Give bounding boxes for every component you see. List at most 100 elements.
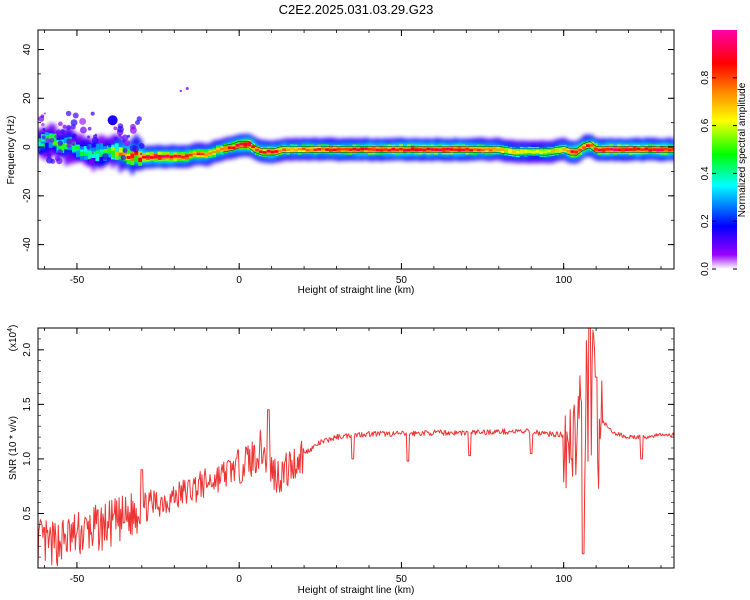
- heatmap-speckle: [56, 149, 63, 156]
- heatmap-cell: [282, 148, 287, 152]
- heatmap-cell: [582, 146, 586, 149]
- heatmap-cell: [270, 150, 275, 154]
- heatmap-cell: [496, 148, 501, 152]
- heatmap-cell: [266, 149, 271, 153]
- heatmap-speckle: [43, 112, 46, 115]
- heatmap-cell: [512, 150, 516, 153]
- heatmap-cell: [165, 154, 170, 158]
- heatmap-cell: [624, 148, 629, 151]
- heatmap-cell: [227, 146, 232, 150]
- heatmap-blob: [107, 115, 118, 126]
- heatmap-cell: [83, 152, 88, 156]
- heatmap-speckle: [42, 127, 46, 131]
- heatmap-cell: [519, 150, 524, 153]
- snr-y-label: SNR (10 * v/v): [8, 416, 19, 480]
- colorbar-tick-label: 0.2: [700, 214, 711, 228]
- heatmap-cell: [644, 147, 649, 151]
- heatmap-cell: [192, 152, 197, 156]
- heatmap-cell: [340, 147, 345, 151]
- snr-y-multiplier: (x104): [7, 325, 19, 352]
- y-tick-label: 0.5: [22, 506, 33, 520]
- heatmap-cell: [169, 155, 174, 159]
- heatmap-speckle: [86, 145, 91, 150]
- heatmap-cell: [110, 146, 115, 151]
- heatmap-cell: [593, 147, 598, 151]
- heatmap-cell: [309, 148, 314, 152]
- heatmap-speckle: [66, 125, 72, 130]
- heatmap-cell: [566, 150, 571, 153]
- colorbar: 0.0 0.2 0.4 0.6 0.8 Normalized spectral ampl…: [700, 30, 748, 276]
- spectrogram-frame: [37, 29, 675, 270]
- heatmap-cell: [40, 143, 45, 147]
- heatmap-cell: [208, 152, 213, 155]
- heatmap-speckle: [122, 148, 128, 153]
- heatmap-cell: [609, 147, 614, 151]
- heatmap-cell: [648, 148, 653, 152]
- heatmap-cell: [422, 148, 427, 152]
- heatmap-speckle: [138, 142, 145, 149]
- heatmap-cell: [329, 148, 333, 152]
- heatmap-cell: [107, 149, 111, 153]
- heatmap-cell: [262, 151, 267, 154]
- heatmap-cell: [188, 153, 193, 157]
- heatmap-cell: [87, 152, 92, 160]
- spectrogram-y-label: Frequency (Hz): [6, 116, 17, 185]
- heatmap-cell: [356, 148, 361, 152]
- heatmap-cell: [543, 150, 548, 154]
- heatmap-cell: [38, 138, 41, 142]
- heatmap-cell: [465, 147, 470, 151]
- heatmap-cell: [126, 156, 131, 159]
- heatmap-speckle: [88, 158, 95, 165]
- heatmap-cell: [578, 148, 583, 152]
- heatmap-cell: [286, 148, 291, 151]
- heatmap-cell: [247, 142, 252, 146]
- heatmap-speckle: [114, 137, 117, 140]
- heatmap-cell: [469, 148, 474, 152]
- heatmap-cell: [52, 141, 57, 145]
- heatmap-cell: [114, 143, 119, 156]
- heatmap-cell: [138, 157, 143, 163]
- heatmap-cell: [305, 148, 310, 152]
- heatmap-cell: [605, 148, 610, 151]
- heatmap-cell: [589, 144, 594, 147]
- heatmap-cell: [621, 148, 625, 151]
- heatmap-cell: [500, 148, 505, 151]
- figure-title: C2E2.2025.031.03.29.G23: [279, 2, 434, 17]
- heatmap-cell: [667, 148, 672, 152]
- heatmap-cell: [142, 155, 146, 159]
- heatmap-speckle: [90, 111, 95, 116]
- heatmap-cell: [457, 148, 462, 152]
- snr-ticks: -50 0 50 100 0.5 1.0 1.5 2.0: [22, 328, 674, 585]
- heatmap-speckle: [54, 135, 58, 139]
- heatmap-cell: [64, 142, 69, 147]
- heatmap-cell: [613, 148, 618, 152]
- heatmap-cell: [410, 148, 415, 151]
- heatmap-cell: [223, 146, 228, 150]
- y-tick-label: 40: [22, 44, 33, 56]
- heatmap-cell: [200, 152, 205, 156]
- heatmap-speckle: [62, 124, 67, 129]
- heatmap-speckle: [101, 153, 109, 160]
- heatmap-cell: [387, 148, 392, 152]
- heatmap-cell: [251, 145, 255, 148]
- heatmap-cell: [99, 149, 104, 156]
- heatmap-cell: [239, 142, 244, 146]
- x-tick-label: 50: [396, 574, 408, 585]
- heatmap-cell: [181, 155, 185, 159]
- heatmap-speckle: [129, 144, 137, 152]
- heatmap-cell: [597, 148, 602, 152]
- heatmap-cell: [660, 148, 664, 152]
- heatmap-cell: [663, 147, 668, 151]
- heatmap-speckle: [87, 126, 92, 131]
- snr-panel: -50 0 50 100 0.5 1.0 1.5 2.0 Height of straight…: [7, 325, 675, 596]
- heatmap-cell: [118, 152, 123, 157]
- spectrogram-ticks: -50 0 50 100 -40 -20 0 20 40: [22, 30, 674, 286]
- heatmap-speckle: [40, 114, 45, 118]
- heatmap-cell: [367, 147, 372, 151]
- x-tick-label: 50: [396, 275, 408, 286]
- heatmap-cell: [103, 149, 107, 153]
- heatmap-cell: [531, 150, 536, 154]
- heatmap-speckle: [41, 122, 45, 127]
- heatmap-cell: [255, 148, 259, 152]
- heatmap-cell: [173, 154, 178, 158]
